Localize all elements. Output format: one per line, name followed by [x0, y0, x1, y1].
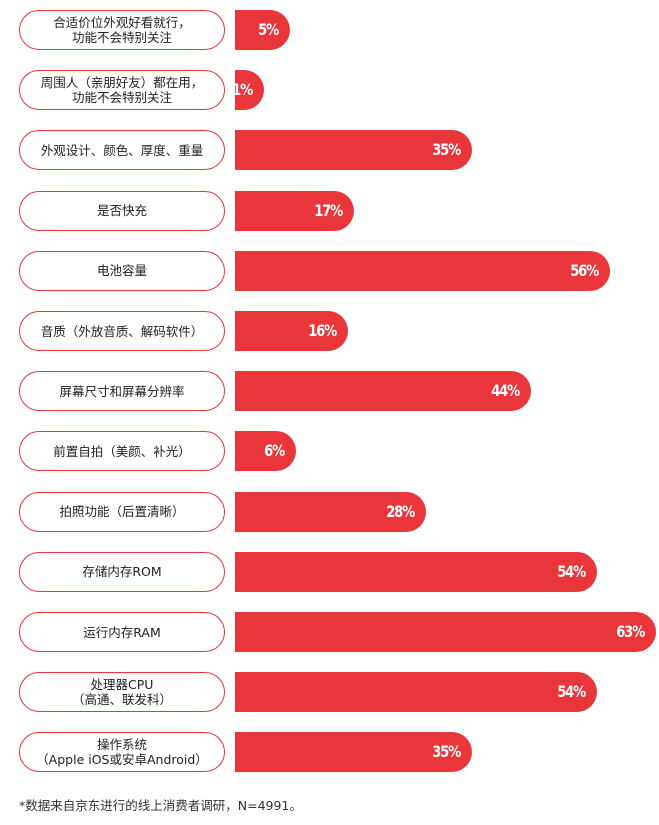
- category-label: 前置自拍（美颜、补光）: [53, 443, 191, 459]
- bar: [235, 431, 296, 472]
- bar-value-label: 35%: [432, 140, 461, 160]
- bar: [235, 732, 472, 773]
- chart-row: 屏幕尺寸和屏幕分辨率 44%: [0, 371, 659, 412]
- bar-value-label: 16%: [308, 321, 337, 340]
- chart-row: 是否快充 17%: [0, 190, 659, 231]
- bar-value-label: 56%: [570, 260, 599, 280]
- bar-value-label: 1%: [232, 80, 253, 100]
- chart-row: 外观设计、颜色、厚度、重量 35%: [0, 130, 659, 171]
- category-label-box: 处理器CPU （高通、联发科）: [19, 672, 225, 713]
- category-label: 是否快充: [96, 203, 147, 219]
- category-label: 处理器CPU （高通、联发科）: [71, 677, 172, 708]
- bar-value-label: 35%: [432, 742, 461, 762]
- chart-row: 电池容量 56%: [0, 250, 659, 291]
- bar: [235, 250, 610, 291]
- bar: [235, 551, 597, 592]
- bar: [235, 190, 354, 231]
- category-label-box: 音质（外放音质、解码软件）: [19, 311, 225, 351]
- category-label-box: 操作系统 （Apple iOS或安卓Android）: [19, 732, 225, 773]
- category-label: 屏幕尺寸和屏幕分辨率: [59, 383, 185, 399]
- category-label: 拍照功能（后置清晰）: [59, 504, 185, 520]
- chart-row: 处理器CPU （高通、联发科） 54%: [0, 672, 659, 713]
- bar: [235, 491, 426, 532]
- chart-row: 操作系统 （Apple iOS或安卓Android） 35%: [0, 732, 659, 773]
- bar: [235, 612, 656, 652]
- bar-value-label: 54%: [557, 561, 586, 581]
- bar: [235, 371, 531, 412]
- bar: [235, 672, 597, 713]
- chart-row: 运行内存RAM 63%: [0, 612, 659, 652]
- category-label-box: 电池容量: [19, 250, 225, 291]
- bar: [235, 10, 290, 50]
- category-label: 周围人（亲朋好友）都在用， 功能不会特别关注: [40, 75, 204, 106]
- chart-row: 周围人（亲朋好友）都在用， 功能不会特别关注 1%: [0, 70, 659, 111]
- bar-value-label: 6%: [264, 441, 285, 461]
- category-label-box: 前置自拍（美颜、补光）: [19, 431, 225, 472]
- chart-row: 音质（外放音质、解码软件） 16%: [0, 311, 659, 351]
- category-label-box: 外观设计、颜色、厚度、重量: [19, 130, 225, 171]
- chart-row: 存储内存ROM 54%: [0, 551, 659, 592]
- category-label-box: 周围人（亲朋好友）都在用， 功能不会特别关注: [19, 70, 225, 111]
- bar-value-label: 5%: [258, 20, 279, 39]
- footnote: *数据来自京东进行的线上消费者调研，N=4991。: [19, 798, 302, 813]
- category-label-box: 屏幕尺寸和屏幕分辨率: [19, 371, 225, 412]
- category-label: 音质（外放音质、解码软件）: [40, 323, 204, 339]
- category-label-box: 存储内存ROM: [19, 551, 225, 592]
- category-label: 外观设计、颜色、厚度、重量: [40, 142, 204, 158]
- chart-row: 合适价位外观好看就行， 功能不会特别关注 5%: [0, 10, 659, 50]
- bar-value-label: 17%: [314, 200, 343, 220]
- bar: [235, 311, 348, 351]
- chart-row: 拍照功能（后置清晰） 28%: [0, 491, 659, 532]
- category-label-box: 拍照功能（后置清晰）: [19, 491, 225, 532]
- category-label: 电池容量: [96, 263, 147, 279]
- chart-row: 前置自拍（美颜、补光） 6%: [0, 431, 659, 472]
- category-label: 运行内存RAM: [83, 624, 161, 640]
- bar-value-label: 28%: [386, 501, 415, 521]
- category-label-box: 运行内存RAM: [19, 612, 225, 652]
- category-label: 合适价位外观好看就行， 功能不会特别关注: [53, 15, 191, 45]
- category-label: 操作系统 （Apple iOS或安卓Android）: [36, 737, 208, 768]
- bar-value-label: 54%: [557, 682, 586, 702]
- bar-value-label: 63%: [616, 622, 645, 641]
- bar-value-label: 44%: [491, 381, 520, 401]
- category-label-box: 是否快充: [19, 190, 225, 231]
- category-label: 存储内存ROM: [82, 564, 162, 580]
- category-label-box: 合适价位外观好看就行， 功能不会特别关注: [19, 10, 225, 50]
- bar: [235, 130, 472, 171]
